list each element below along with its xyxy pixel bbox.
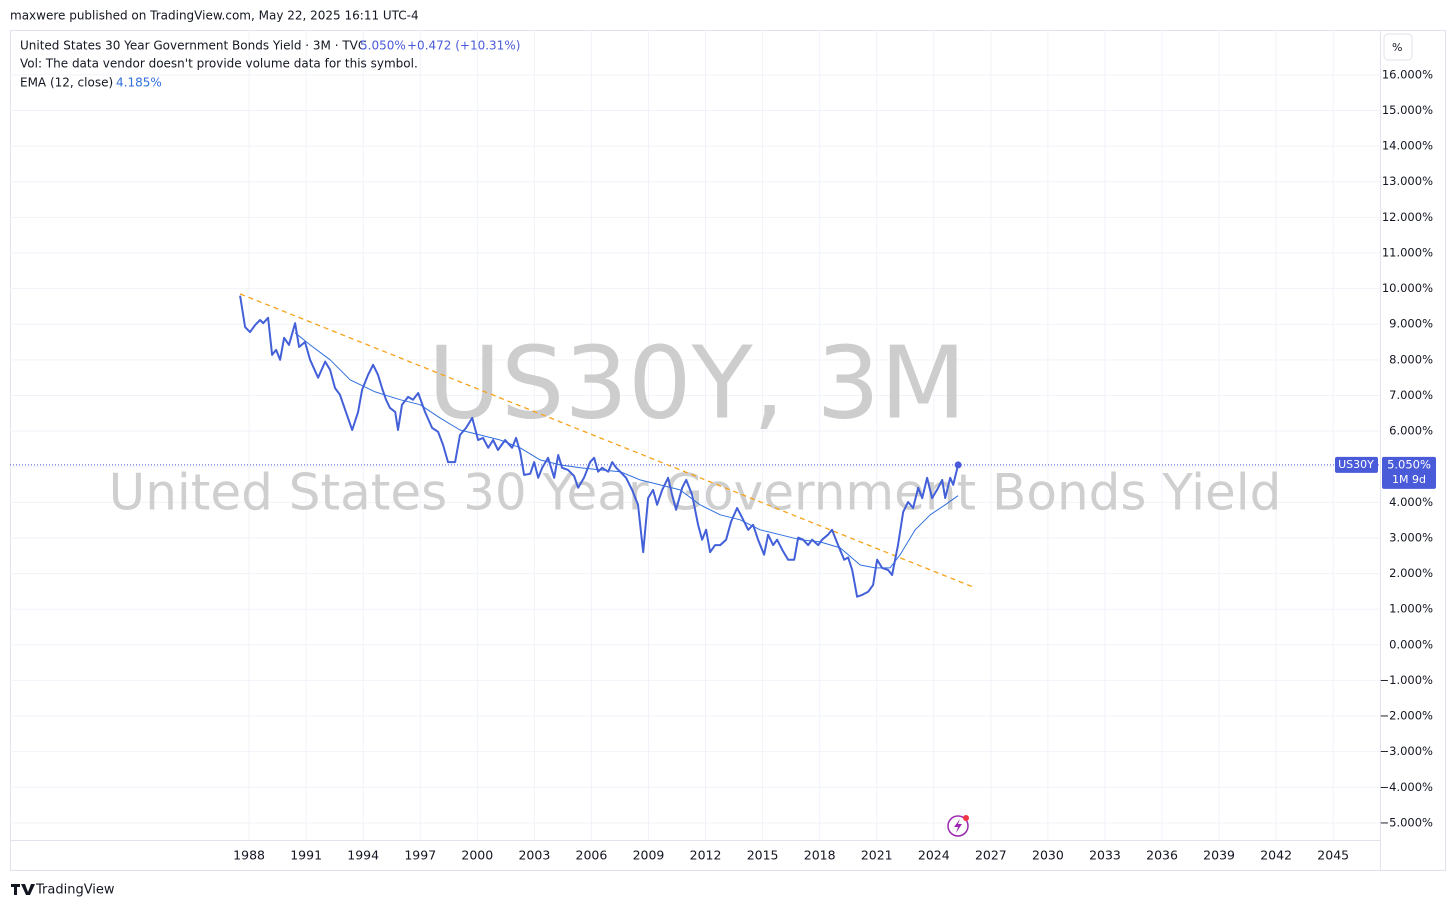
- x-tick-label: 2039: [1203, 848, 1235, 863]
- y-tick-label: 4.000%: [1389, 495, 1433, 509]
- legend-ema-value: 4.185%: [116, 76, 162, 90]
- y-tick-label: 15.000%: [1382, 103, 1433, 117]
- x-tick-label: 2006: [576, 848, 608, 863]
- y-tick-label: 14.000%: [1382, 139, 1433, 153]
- x-tick-label: 2045: [1317, 848, 1349, 863]
- y-tick-label: 16.000%: [1382, 67, 1433, 81]
- series-line: [239, 295, 960, 598]
- published-note: maxwere published on TradingView.com, Ma…: [10, 9, 419, 23]
- x-tick-label: 2009: [633, 848, 665, 863]
- legend-price: 5.050%: [360, 39, 406, 53]
- event-icon-dot: [963, 815, 969, 821]
- y-tick-label: 6.000%: [1389, 424, 1433, 438]
- legend-change: +0.472 (+10.31%): [407, 39, 520, 53]
- countdown-label: 1M 9d: [1392, 473, 1426, 486]
- series-line: [294, 332, 959, 569]
- price-label: 5.050%: [1387, 457, 1431, 471]
- y-tick-label: −1.000%: [1380, 673, 1434, 687]
- symbol-label: US30Y: [1338, 458, 1374, 471]
- x-tick-label: 2000: [461, 848, 493, 863]
- unit-button-label[interactable]: %: [1392, 41, 1402, 54]
- y-tick-label: −4.000%: [1380, 780, 1434, 794]
- price-label-box: [1382, 456, 1436, 489]
- x-tick-label: 2003: [518, 848, 550, 863]
- x-tick-label: 2024: [918, 848, 950, 863]
- y-tick-label: 7.000%: [1389, 388, 1433, 402]
- grid: [10, 30, 1380, 840]
- x-tick-label: 2012: [690, 848, 722, 863]
- y-tick-label: −2.000%: [1380, 709, 1434, 723]
- x-tick-label: 1997: [404, 848, 436, 863]
- legend-symbol: United States 30 Year Government Bonds Y…: [20, 39, 366, 53]
- y-tick-label: 0.000%: [1389, 637, 1433, 651]
- y-tick-label: 13.000%: [1382, 174, 1433, 188]
- x-tick-label: 2042: [1260, 848, 1292, 863]
- legend-ema: EMA (12, close): [20, 76, 113, 90]
- y-tick-label: 8.000%: [1389, 352, 1433, 366]
- x-tick-label: 2033: [1089, 848, 1121, 863]
- brand-logo: [11, 884, 35, 895]
- x-tick-label: 1994: [347, 848, 379, 863]
- unit-button[interactable]: [1383, 33, 1413, 61]
- trendline: [239, 293, 976, 589]
- x-tick-label: 2036: [1146, 848, 1178, 863]
- y-tick-label: 11.000%: [1382, 245, 1433, 259]
- x-tick-label: 2030: [1032, 848, 1064, 863]
- x-tick-label: 2021: [861, 848, 893, 863]
- y-tick-label: 10.000%: [1382, 281, 1433, 295]
- y-tick-label: −3.000%: [1380, 744, 1434, 758]
- chart-frame: [10, 30, 1446, 871]
- x-tick-label: 1991: [290, 848, 322, 863]
- plot: [10, 293, 1380, 598]
- event-icon-bolt: [954, 819, 962, 833]
- y-tick-label: −5.000%: [1380, 815, 1434, 829]
- x-tick-label: 2018: [804, 848, 836, 863]
- x-tick-label: 1988: [233, 848, 265, 863]
- last-point: [954, 461, 962, 469]
- y-tick-label: 3.000%: [1389, 530, 1433, 544]
- brand-name: TradingView: [35, 883, 115, 898]
- y-tick-label: 1.000%: [1389, 602, 1433, 616]
- y-tick-label: 2.000%: [1389, 566, 1433, 580]
- watermark-symbol: US30Y, 3M: [428, 324, 966, 441]
- symbol-label-box: [1335, 456, 1378, 473]
- y-tick-label: 9.000%: [1389, 317, 1433, 331]
- legend-vol: Vol: The data vendor doesn't provide vol…: [20, 57, 418, 71]
- x-tick-label: 2027: [975, 848, 1007, 863]
- x-tick-label: 2015: [747, 848, 779, 863]
- y-tick-label: 12.000%: [1382, 210, 1433, 224]
